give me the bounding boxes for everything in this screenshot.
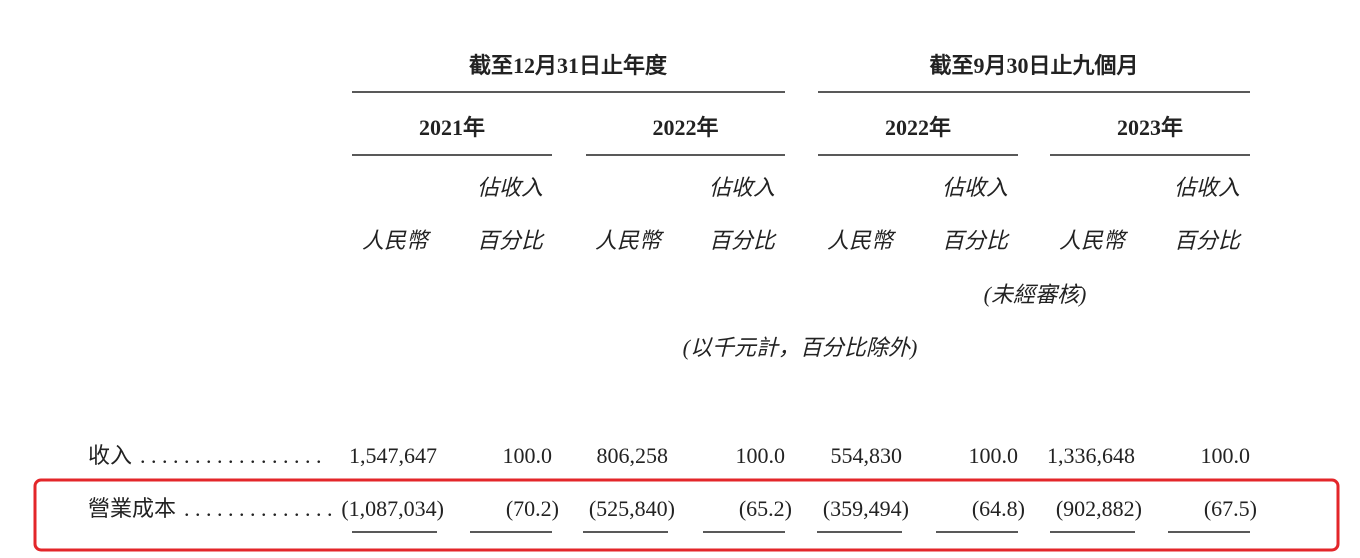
cell: 1,547,647 [349, 443, 437, 468]
cell: 806,258 [597, 443, 669, 468]
row-label: 收入 [88, 443, 132, 468]
row-label: 營業成本 [88, 496, 176, 521]
cell: (67.5) [1204, 496, 1257, 521]
cell: 554,830 [831, 443, 903, 468]
group-title: 截至9月30日止九個月 [929, 53, 1138, 78]
note-unaudited: (未經審核) [984, 282, 1087, 307]
year-header: 2022年 [652, 115, 718, 140]
cell: (64.8) [972, 496, 1025, 521]
year-header: 2022年 [885, 115, 951, 140]
column-header: 百分比 [942, 228, 1010, 253]
row-leader: . . . . . . . . . . . . . . . . . [140, 443, 322, 468]
cell: (902,882) [1056, 496, 1142, 521]
column-header: 佔收入 [1174, 175, 1240, 200]
note-units: (以千元計，百分比除外) [683, 335, 918, 360]
cell: 100.0 [969, 443, 1019, 468]
year-header: 2023年 [1117, 115, 1183, 140]
column-header: 百分比 [477, 228, 545, 253]
cell: (70.2) [506, 496, 559, 521]
cell: 100.0 [503, 443, 553, 468]
column-header: 百分比 [709, 228, 777, 253]
column-header: 佔收入 [709, 175, 775, 200]
column-header: 人民幣 [1059, 228, 1129, 253]
row-leader: . . . . . . . . . . . . . . [184, 496, 333, 521]
group-title: 截至12月31日止年度 [469, 53, 668, 78]
cell: (65.2) [739, 496, 792, 521]
highlight-box [33, 478, 1340, 552]
cell: 100.0 [1201, 443, 1251, 468]
column-header: 人民幣 [827, 228, 897, 253]
column-header: 佔收入 [477, 175, 543, 200]
column-header: 百分比 [1174, 228, 1242, 253]
cell: (525,840) [589, 496, 675, 521]
cell: (359,494) [823, 496, 909, 521]
column-header: 佔收入 [942, 175, 1008, 200]
cell: (1,087,034) [341, 496, 444, 521]
column-header: 人民幣 [362, 228, 432, 253]
cell: 1,336,648 [1047, 443, 1135, 468]
year-header: 2021年 [419, 115, 485, 140]
column-header: 人民幣 [595, 228, 665, 253]
cell: 100.0 [736, 443, 786, 468]
